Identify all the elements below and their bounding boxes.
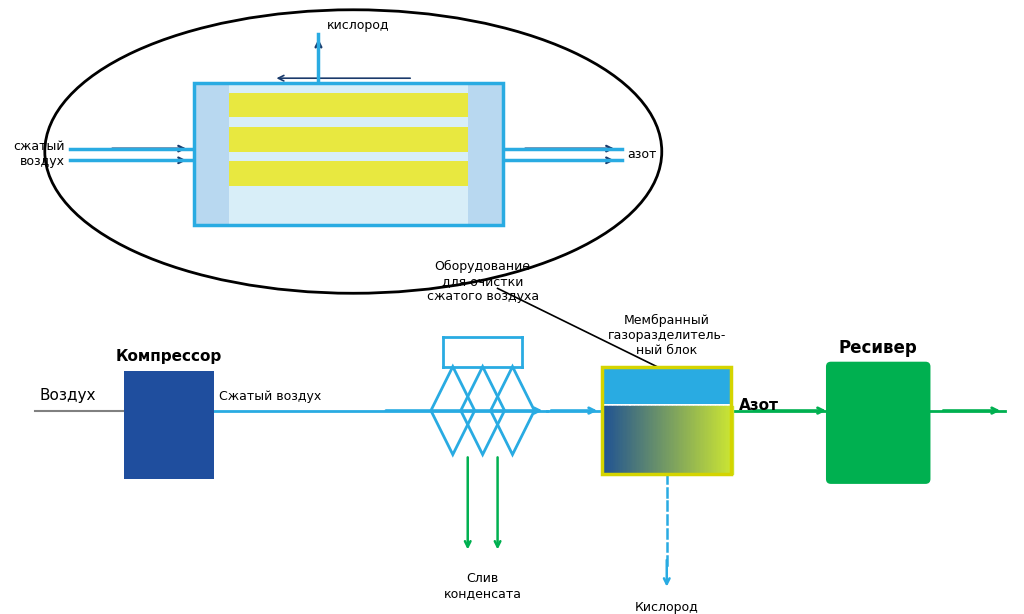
Text: Слив
конденсата: Слив конденсата <box>443 572 521 600</box>
Text: Мембранный
газоразделитель-
ный блок: Мембранный газоразделитель- ный блок <box>607 314 726 357</box>
Bar <box>195 83 229 225</box>
Text: азот: азот <box>627 148 656 161</box>
FancyBboxPatch shape <box>826 362 931 484</box>
Bar <box>468 83 503 225</box>
Text: Азот: Азот <box>739 398 779 413</box>
Text: Ресивер: Ресивер <box>839 339 918 357</box>
Bar <box>124 371 214 479</box>
Bar <box>195 83 503 225</box>
Text: Компрессор: Компрессор <box>116 349 222 363</box>
Bar <box>229 83 468 225</box>
Bar <box>229 161 468 186</box>
Bar <box>602 367 731 474</box>
Bar <box>229 127 468 152</box>
Text: Сжатый воздух: Сжатый воздух <box>219 390 322 403</box>
Bar <box>229 93 468 117</box>
Text: кислород: кислород <box>327 19 389 33</box>
Text: Воздух: Воздух <box>40 388 96 403</box>
Text: Оборудование
для очистки
сжатого воздуха: Оборудование для очистки сжатого воздуха <box>427 260 539 303</box>
Text: сжатый
воздух: сжатый воздух <box>13 141 65 168</box>
Bar <box>602 367 731 404</box>
Text: Кислород: Кислород <box>635 601 698 614</box>
Bar <box>195 83 503 225</box>
